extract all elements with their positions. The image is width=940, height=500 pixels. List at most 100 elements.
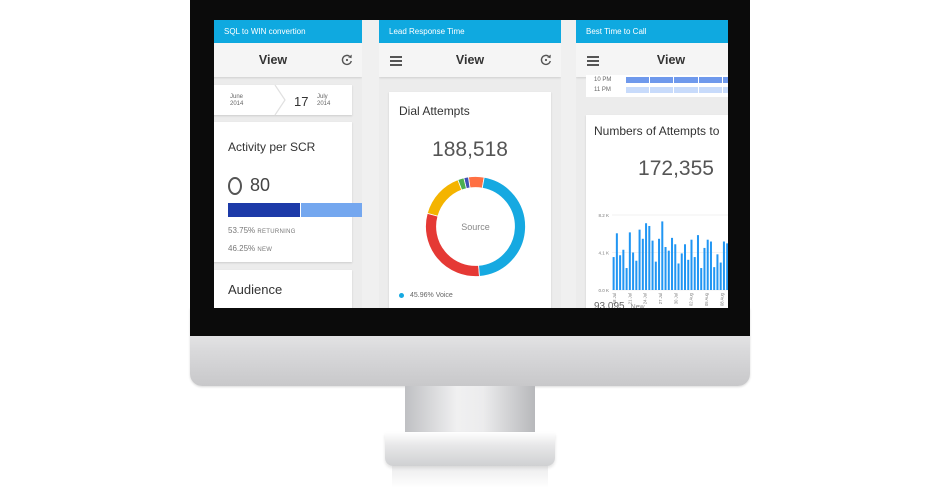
donut-slice <box>425 212 480 277</box>
bar <box>645 223 648 290</box>
heatmap-row-label: 10 PM <box>594 77 612 83</box>
bar <box>641 238 644 290</box>
app-bar: View <box>576 43 728 77</box>
panel-header: Lead Response Time <box>379 20 561 43</box>
legend-voice: 45.96% Voice <box>399 292 453 299</box>
date-range-selector[interactable]: June 2014 17 July 2014 <box>214 85 352 115</box>
returning-bar <box>228 203 300 217</box>
bar <box>654 261 657 290</box>
bar <box>635 260 638 290</box>
bar <box>700 268 703 290</box>
bar <box>651 240 654 290</box>
bar <box>703 247 706 290</box>
bar <box>615 233 618 290</box>
bar <box>667 250 670 290</box>
donut-slice <box>426 179 463 217</box>
bar <box>706 239 709 290</box>
x-tick-label: 27 Jul <box>658 293 663 304</box>
y-tick-label: 8.2 K <box>598 213 609 218</box>
footer-label: New <box>630 304 645 308</box>
app-bar-title: View <box>258 53 288 67</box>
audience-card: Audience <box>214 270 352 308</box>
returning-pct: 53.75% <box>228 226 256 235</box>
y-tick-label: 4.1 K <box>598 251 609 256</box>
new-bar <box>301 203 362 217</box>
bar <box>661 221 664 290</box>
bar <box>690 239 693 290</box>
new-label: NEW <box>257 247 273 253</box>
panel-header-label: Lead Response Time <box>389 27 465 36</box>
date-to-month: July <box>317 94 328 100</box>
attempts-bar-chart: 0.0 K 4.1 K 8.2 K 18 Jul 21 Jul 24 Jul 27 Jul 3… <box>598 213 728 306</box>
bar <box>716 254 719 290</box>
attempts-footer: 93,095 New <box>594 301 645 308</box>
date-to-day: 17 <box>294 94 309 109</box>
refresh-icon[interactable] <box>539 53 553 67</box>
activity-card: Activity per SCR 80 53.75% RETURNING 46.… <box>214 122 362 262</box>
panel-sql-to-win: SQL to WIN convertion View June 2014 17 … <box>214 20 362 308</box>
attempts-title: Numbers of Attempts to <box>594 124 720 138</box>
dial-value: 188,518 <box>432 138 508 161</box>
source-donut-chart: Source <box>425 176 526 277</box>
best-time-heatmap: 10 PM 11 PM <box>586 75 728 97</box>
bar <box>683 244 687 290</box>
bar <box>664 247 667 290</box>
bar <box>719 262 722 290</box>
y-tick-label: 0.0 K <box>598 288 609 293</box>
legend-returning: 53.75% RETURNING <box>228 226 296 235</box>
app-bar-title: View <box>656 53 686 67</box>
legend-voice-pct: 45.96% <box>410 292 434 299</box>
bar <box>674 244 677 290</box>
panel-header-label: Best Time to Call <box>586 27 647 36</box>
app-bar: View <box>214 43 362 77</box>
bar <box>726 243 728 290</box>
refresh-icon[interactable] <box>340 53 354 67</box>
panel-lead-response: Lead Response Time View Dial Attempts 18… <box>379 20 561 308</box>
monitor-stand-foot <box>385 432 555 466</box>
dial-attempts-card: Dial Attempts 188,518 Source 45.96% Voic… <box>389 92 551 308</box>
bar <box>713 267 716 290</box>
screen: SQL to WIN convertion View June 2014 17 … <box>214 20 728 308</box>
date-from-year: 2014 <box>230 101 244 107</box>
legend-dot <box>399 293 404 298</box>
x-tick-label: 18 Jul <box>612 293 617 304</box>
bar <box>658 238 661 290</box>
dial-title: Dial Attempts <box>399 104 470 118</box>
bar <box>632 252 635 290</box>
bar <box>625 268 628 290</box>
x-tick-label: 02 Aug <box>689 292 694 306</box>
x-tick-label: 05 Aug <box>704 292 709 306</box>
heatmap-row-label: 11 PM <box>594 87 611 93</box>
donut-slice <box>478 176 526 277</box>
menu-icon[interactable] <box>390 56 402 66</box>
bar <box>687 259 690 290</box>
bar <box>628 232 631 290</box>
date-from-month: June <box>230 94 244 100</box>
panel-best-time-to-call: Best Time to Call View 10 PM 11 PM Numbe… <box>576 20 728 308</box>
footer-value: 93,095 <box>594 301 625 308</box>
app-bar-title: View <box>455 53 485 67</box>
bar <box>648 225 651 290</box>
heatmap-row <box>626 77 728 83</box>
menu-icon[interactable] <box>587 56 599 66</box>
attempts-value: 172,355 <box>638 157 714 180</box>
x-tick-label: 24 Jul <box>643 293 648 304</box>
returning-label: RETURNING <box>257 229 296 235</box>
ring-icon <box>228 177 242 195</box>
donut-slice <box>457 177 467 191</box>
panel-header-label: SQL to WIN convertion <box>224 27 306 36</box>
bar <box>622 249 625 290</box>
panel-header: SQL to WIN convertion <box>214 20 362 43</box>
heatmap-row <box>626 87 728 93</box>
bar <box>709 241 712 290</box>
monitor-stand-neck <box>405 386 535 434</box>
bar <box>677 263 680 290</box>
bar <box>612 257 615 290</box>
x-tick-label: 30 Jul <box>673 293 678 304</box>
new-pct: 46.25% <box>228 244 256 253</box>
legend-new: 46.25% NEW <box>228 244 272 253</box>
x-tick-label: 21 Jul <box>627 293 632 304</box>
activity-title: Activity per SCR <box>228 140 316 154</box>
panel-header: Best Time to Call <box>576 20 728 43</box>
bar <box>696 235 699 290</box>
